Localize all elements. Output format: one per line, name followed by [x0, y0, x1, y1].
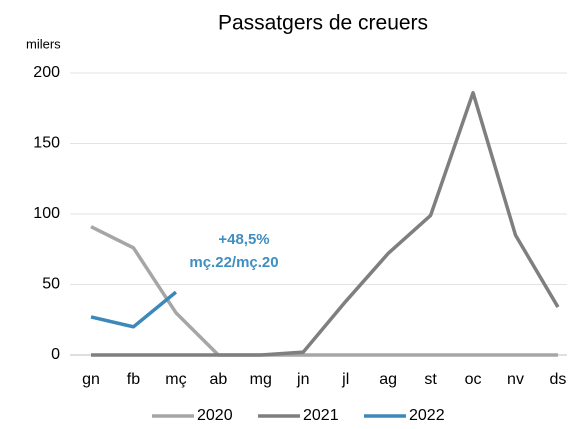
- annotation: mç.22/mç.20: [189, 254, 278, 271]
- x-tick-label: nv: [507, 371, 524, 388]
- x-tick-label: fb: [127, 371, 140, 388]
- y-tick-label: 200: [33, 64, 60, 81]
- y-tick-label: 50: [42, 276, 60, 293]
- x-tick-label: ag: [379, 371, 397, 388]
- x-tick-label: jl: [341, 371, 349, 388]
- chart-title: Passatgers de creuers: [218, 12, 428, 35]
- y-tick-label: 100: [33, 205, 60, 222]
- y-tick-label: 0: [51, 346, 60, 363]
- line-series: [90, 225, 558, 357]
- x-tick-label: gn: [82, 371, 100, 388]
- legend-label: 2021: [303, 407, 339, 424]
- x-tick-label: oc: [465, 371, 482, 388]
- x-tick-label: mg: [250, 371, 272, 388]
- line-series: [90, 290, 178, 329]
- legend-label: 2022: [409, 407, 445, 424]
- x-tick-label: mç: [165, 371, 186, 388]
- x-tick-label: jn: [296, 371, 309, 388]
- x-tick-label: ab: [209, 371, 227, 388]
- y-axis-label: milers: [26, 36, 61, 51]
- x-tick-label: st: [424, 371, 437, 388]
- x-tick-label: ds: [549, 371, 566, 388]
- y-tick-label: 150: [33, 135, 60, 152]
- line-series: [91, 90, 560, 357]
- annotation: +48,5%: [218, 231, 269, 248]
- legend-label: 2020: [197, 407, 233, 424]
